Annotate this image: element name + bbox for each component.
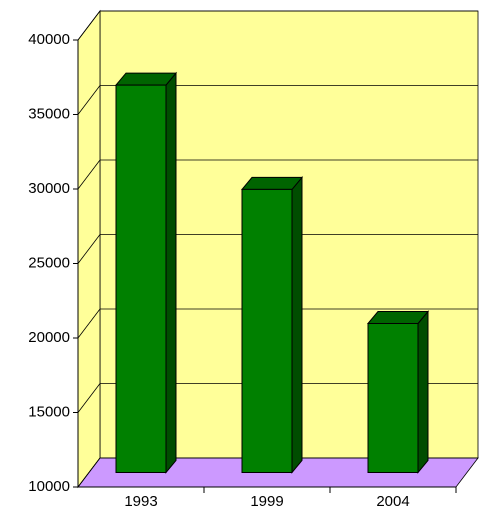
bar	[367, 323, 419, 473]
grid-line	[77, 159, 101, 190]
x-tick-label: 2004	[376, 493, 409, 510]
bar-side	[291, 176, 303, 474]
grid-line	[77, 308, 101, 339]
y-tick-label: 15000	[28, 403, 70, 420]
y-tick-label: 35000	[28, 105, 70, 122]
y-tick-label: 25000	[28, 254, 70, 271]
bar-top	[114, 72, 178, 86]
grid-line	[77, 383, 101, 413]
y-tick-label: 10000	[28, 478, 70, 495]
y-tick-label: 30000	[28, 180, 70, 197]
bar	[241, 188, 293, 473]
grid-line	[77, 10, 101, 41]
y-tick-label: 20000	[28, 329, 70, 346]
grid-line	[77, 457, 101, 488]
bar-side	[417, 310, 429, 474]
grid-line	[77, 234, 101, 264]
x-tick-label: 1993	[124, 493, 157, 510]
bar	[115, 84, 167, 473]
x-tick-label: 1999	[250, 493, 283, 510]
grid-line	[77, 85, 101, 115]
bar-top	[366, 311, 430, 324]
bar-side	[165, 71, 177, 474]
bar-top	[240, 176, 304, 190]
y-tick-label: 40000	[28, 31, 70, 48]
